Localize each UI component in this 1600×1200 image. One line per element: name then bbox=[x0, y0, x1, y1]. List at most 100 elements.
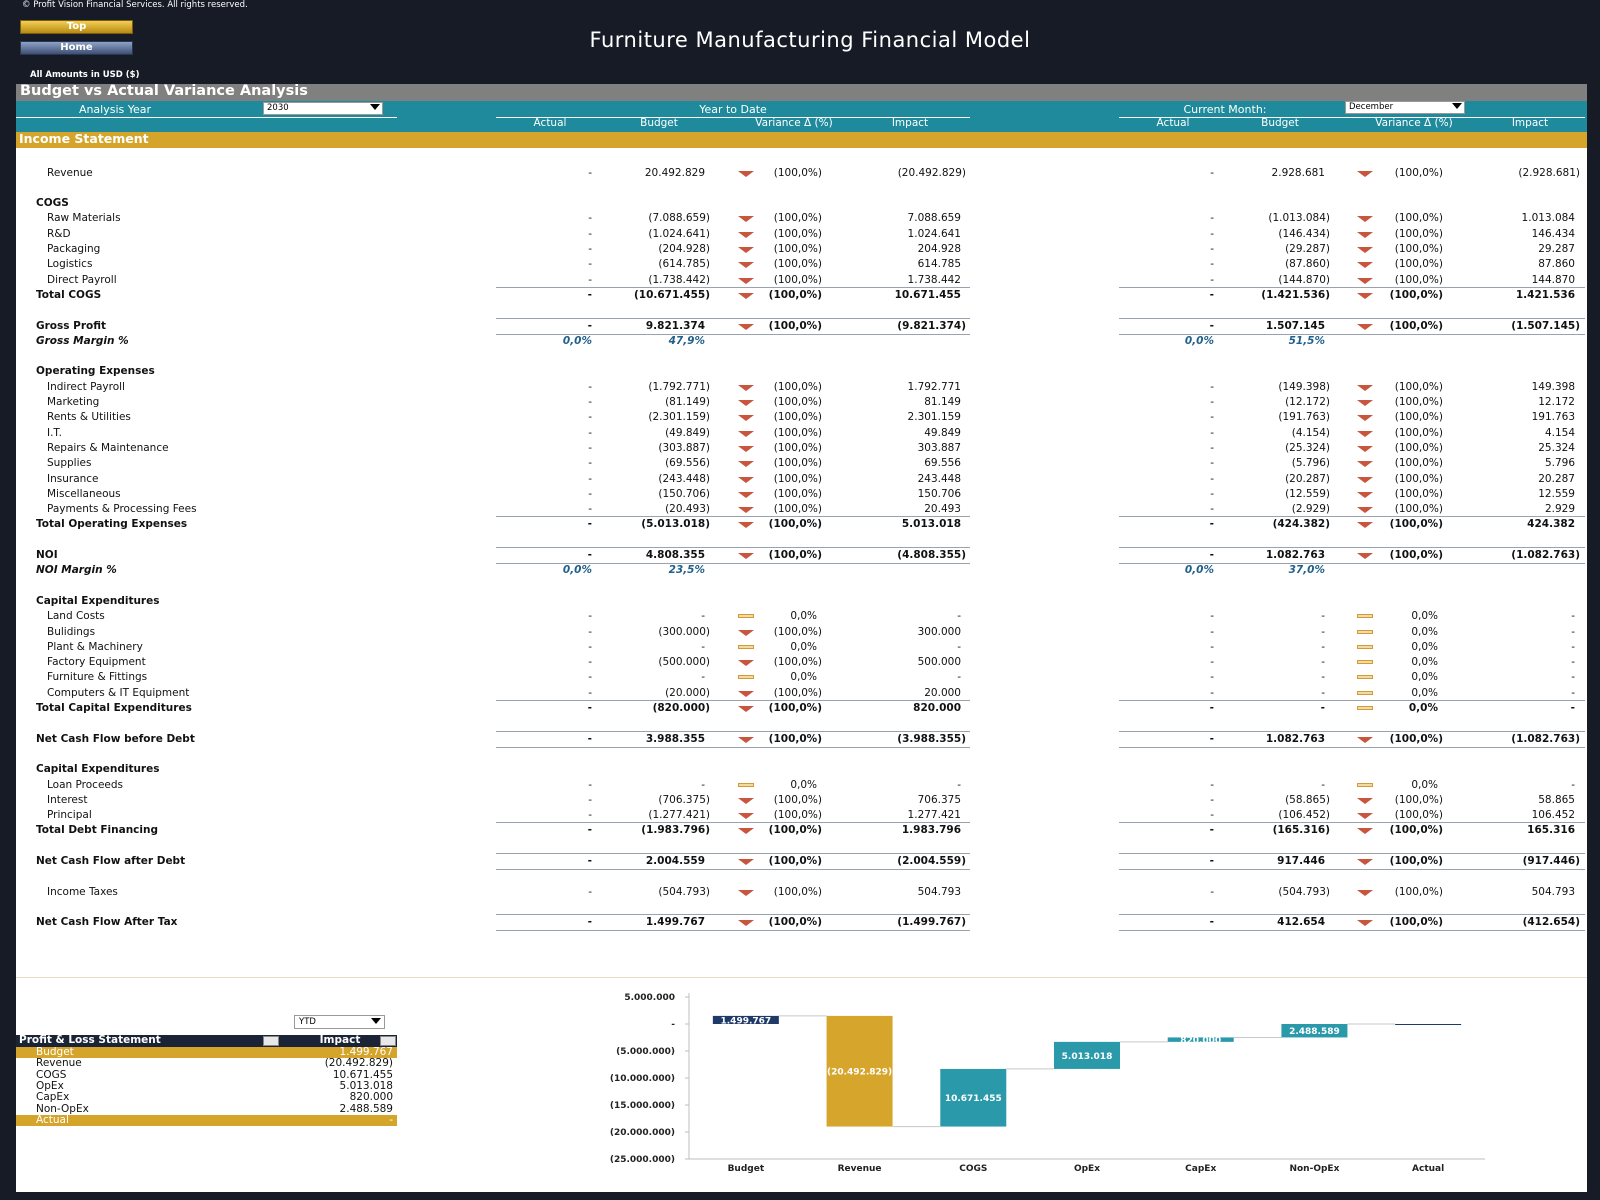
cell-value: (100,0%) bbox=[773, 441, 822, 454]
summary-highlight bbox=[16, 1114, 397, 1127]
cell-value: 150.706 bbox=[917, 487, 961, 500]
x-tick-label: OpEx bbox=[1074, 1164, 1100, 1174]
cell-value: 2.301.159 bbox=[907, 411, 961, 424]
cell-value: 1.082.763 bbox=[1265, 549, 1325, 561]
cell-value: (820.000) bbox=[652, 702, 710, 714]
cell-value: 1.082.763 bbox=[1265, 732, 1325, 745]
variance-down-icon bbox=[738, 384, 754, 391]
cell-value: - bbox=[701, 610, 705, 623]
variance-down-icon bbox=[738, 522, 754, 529]
cell-value: - bbox=[588, 472, 592, 485]
cell-value: - bbox=[588, 426, 592, 439]
cell-value: 1.738.442 bbox=[907, 273, 961, 286]
filter-button[interactable] bbox=[380, 1036, 396, 1046]
row-rule bbox=[1119, 853, 1585, 854]
cell-value: - bbox=[701, 778, 705, 791]
summary-highlight bbox=[16, 1047, 397, 1059]
variance-down-icon bbox=[1357, 736, 1373, 743]
variance-down-icon bbox=[738, 461, 754, 468]
row-rule bbox=[496, 286, 970, 288]
cell-value: - bbox=[587, 549, 592, 561]
cell-value: (1.082.763) bbox=[1511, 549, 1580, 561]
variance-down-icon bbox=[738, 920, 754, 927]
cell-value: (49.849) bbox=[665, 426, 710, 439]
row-rule bbox=[496, 730, 970, 732]
cell-value: 37,0% bbox=[1288, 564, 1325, 577]
row-label: Total Debt Financing bbox=[36, 824, 158, 837]
year-dropdown[interactable]: 2030 bbox=[263, 102, 383, 115]
cell-value: - bbox=[1210, 441, 1214, 454]
row-rule bbox=[496, 547, 970, 548]
nav-button[interactable]: Top bbox=[20, 20, 133, 34]
cell-value: 0,0% bbox=[1184, 564, 1214, 577]
cell-value: - bbox=[588, 686, 592, 699]
left-rule bbox=[16, 117, 397, 118]
variance-down-icon bbox=[738, 247, 754, 253]
row-rule bbox=[496, 746, 970, 748]
summary-value: 2.488.589 bbox=[339, 1102, 393, 1115]
cell-value: (1.082.763) bbox=[1511, 732, 1580, 745]
row-rule bbox=[1119, 930, 1585, 932]
cell-value: (100,0%) bbox=[1389, 319, 1443, 332]
cell-value: 12.559 bbox=[1538, 487, 1575, 500]
cell-value: - bbox=[1210, 885, 1214, 898]
cell-value: (204.928) bbox=[658, 243, 710, 255]
row-rule bbox=[496, 914, 970, 916]
cell-value: - bbox=[1210, 640, 1214, 653]
y-tick-label: (10.000.000) bbox=[610, 1074, 675, 1084]
dropdown-arrow bbox=[370, 104, 380, 110]
variance-down-icon bbox=[738, 828, 754, 835]
row-rule bbox=[1119, 746, 1585, 748]
cell-value: 2.004.559 bbox=[645, 855, 705, 867]
cell-value: (412.654) bbox=[1522, 916, 1580, 929]
variance-down-icon bbox=[738, 813, 754, 820]
summary-header-bg bbox=[16, 1035, 397, 1047]
row-rule bbox=[1119, 516, 1585, 518]
cell-value: - bbox=[588, 625, 592, 638]
row-label: Operating Expenses bbox=[36, 365, 155, 378]
cell-value: (146.434) bbox=[1278, 227, 1330, 240]
cell-value: (10.671.455) bbox=[633, 288, 710, 301]
row-label: Payments & Processing Fees bbox=[47, 503, 197, 516]
cell-value: - bbox=[587, 855, 592, 867]
cell-value: (100,0%) bbox=[1394, 472, 1443, 485]
row-label: Total COGS bbox=[36, 288, 102, 301]
cell-value: - bbox=[1210, 686, 1214, 699]
cell-value: - bbox=[1571, 656, 1575, 669]
variance-down-icon bbox=[738, 660, 754, 667]
cell-value: - bbox=[1321, 686, 1325, 699]
cell-value: - bbox=[588, 793, 592, 806]
cell-value: (100,0%) bbox=[1389, 824, 1443, 837]
filter-button[interactable] bbox=[263, 1036, 279, 1046]
summary-label: CapEx bbox=[36, 1091, 70, 1104]
cell-value: - bbox=[1571, 778, 1575, 791]
cell-value: (20.493) bbox=[665, 503, 710, 516]
cell-value: - bbox=[587, 702, 592, 714]
variance-down-icon bbox=[1357, 216, 1373, 223]
cell-value: (20.492.829) bbox=[897, 166, 966, 179]
cell-value: (243.448) bbox=[658, 472, 710, 485]
cell-value: (100,0%) bbox=[773, 396, 822, 408]
cell-value: - bbox=[588, 227, 592, 240]
cell-value: (165.316) bbox=[1272, 824, 1330, 837]
cell-value: 20.492.829 bbox=[644, 166, 705, 179]
row-label: Insurance bbox=[47, 472, 99, 485]
cell-value: (4.808.355) bbox=[897, 549, 966, 561]
cell-value: (303.887) bbox=[658, 441, 710, 454]
cell-value: 12.172 bbox=[1538, 396, 1575, 408]
cell-value: (12.172) bbox=[1285, 396, 1330, 408]
month-dropdown[interactable]: December bbox=[1345, 101, 1465, 114]
cell-value: 4.154 bbox=[1544, 426, 1575, 439]
cell-value: 81.149 bbox=[924, 396, 961, 408]
cell-value: (100,0%) bbox=[773, 885, 822, 898]
section-bar bbox=[16, 132, 1587, 148]
variance-down-icon bbox=[738, 797, 754, 804]
summary-header: Impact bbox=[319, 1034, 361, 1046]
cell-value: - bbox=[588, 457, 592, 470]
cell-value: - bbox=[1210, 457, 1214, 470]
cell-value: - bbox=[1209, 518, 1214, 531]
period-dropdown[interactable]: YTD bbox=[294, 1015, 385, 1029]
cell-value: (100,0%) bbox=[1394, 243, 1443, 255]
row-rule bbox=[1119, 822, 1585, 824]
nav-button[interactable]: Home bbox=[20, 41, 133, 55]
